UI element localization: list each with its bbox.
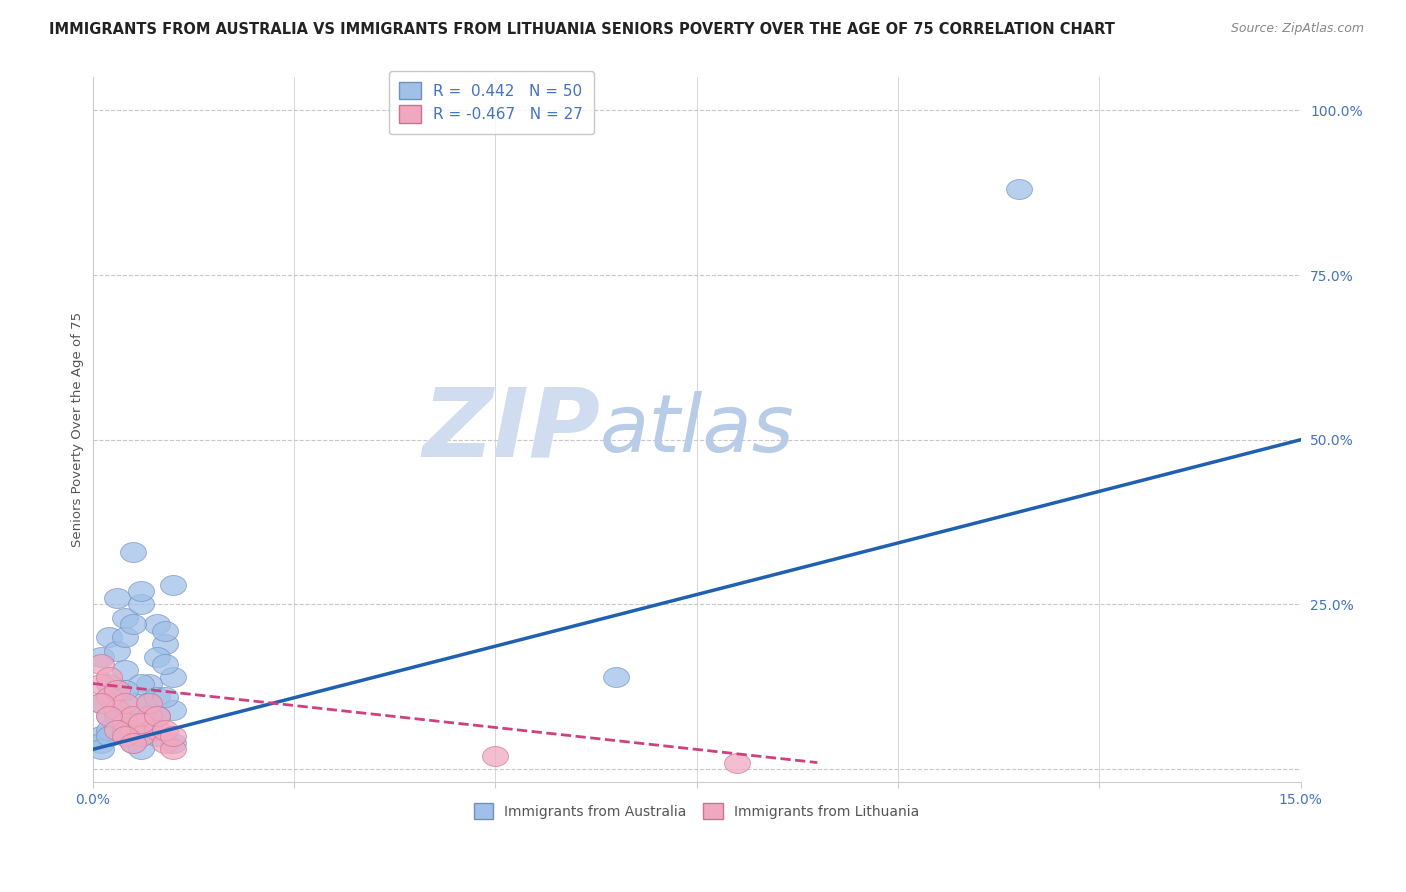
Point — [97, 670, 120, 684]
Point — [97, 729, 120, 743]
Point — [129, 676, 152, 690]
Point — [162, 742, 184, 756]
Point — [90, 736, 112, 750]
Point — [129, 742, 152, 756]
Legend: Immigrants from Australia, Immigrants from Lithuania: Immigrants from Australia, Immigrants fr… — [468, 797, 925, 825]
Point — [97, 690, 120, 704]
Point — [114, 631, 136, 645]
Point — [90, 676, 112, 690]
Point — [146, 709, 169, 723]
Text: IMMIGRANTS FROM AUSTRALIA VS IMMIGRANTS FROM LITHUANIA SENIORS POVERTY OVER THE : IMMIGRANTS FROM AUSTRALIA VS IMMIGRANTS … — [49, 22, 1115, 37]
Point — [121, 736, 143, 750]
Point — [105, 643, 128, 657]
Point — [138, 696, 160, 710]
Point — [105, 591, 128, 605]
Point — [146, 723, 169, 737]
Point — [97, 723, 120, 737]
Point — [153, 624, 176, 638]
Point — [162, 578, 184, 592]
Point — [146, 650, 169, 665]
Point — [97, 676, 120, 690]
Point — [121, 696, 143, 710]
Point — [121, 716, 143, 731]
Point — [162, 736, 184, 750]
Point — [162, 703, 184, 717]
Point — [138, 676, 160, 690]
Point — [121, 709, 143, 723]
Point — [162, 729, 184, 743]
Point — [605, 670, 627, 684]
Text: atlas: atlas — [600, 391, 794, 469]
Point — [146, 617, 169, 632]
Point — [162, 670, 184, 684]
Point — [114, 716, 136, 731]
Point — [1008, 182, 1031, 196]
Point — [97, 709, 120, 723]
Text: Source: ZipAtlas.com: Source: ZipAtlas.com — [1230, 22, 1364, 36]
Point — [146, 729, 169, 743]
Point — [129, 729, 152, 743]
Point — [121, 545, 143, 559]
Point — [105, 709, 128, 723]
Point — [153, 690, 176, 704]
Point — [121, 723, 143, 737]
Point — [725, 756, 748, 770]
Point — [138, 716, 160, 731]
Point — [153, 657, 176, 671]
Point — [153, 723, 176, 737]
Point — [129, 584, 152, 599]
Point — [146, 690, 169, 704]
Point — [105, 723, 128, 737]
Point — [129, 716, 152, 731]
Point — [121, 617, 143, 632]
Point — [138, 709, 160, 723]
Point — [97, 709, 120, 723]
Point — [97, 631, 120, 645]
Point — [105, 703, 128, 717]
Point — [114, 696, 136, 710]
Point — [114, 683, 136, 698]
Point — [484, 749, 506, 764]
Point — [90, 657, 112, 671]
Point — [129, 729, 152, 743]
Point — [138, 696, 160, 710]
Point — [114, 610, 136, 624]
Point — [90, 729, 112, 743]
Point — [90, 696, 112, 710]
Point — [153, 637, 176, 651]
Point — [114, 723, 136, 737]
Text: ZIP: ZIP — [422, 384, 600, 476]
Point — [105, 703, 128, 717]
Point — [114, 664, 136, 678]
Point — [138, 709, 160, 723]
Point — [129, 598, 152, 612]
Point — [90, 742, 112, 756]
Point — [114, 729, 136, 743]
Y-axis label: Seniors Poverty Over the Age of 75: Seniors Poverty Over the Age of 75 — [72, 312, 84, 548]
Point — [153, 736, 176, 750]
Point — [90, 696, 112, 710]
Point — [121, 736, 143, 750]
Point — [105, 683, 128, 698]
Point — [138, 723, 160, 737]
Point — [90, 650, 112, 665]
Point — [105, 683, 128, 698]
Point — [146, 709, 169, 723]
